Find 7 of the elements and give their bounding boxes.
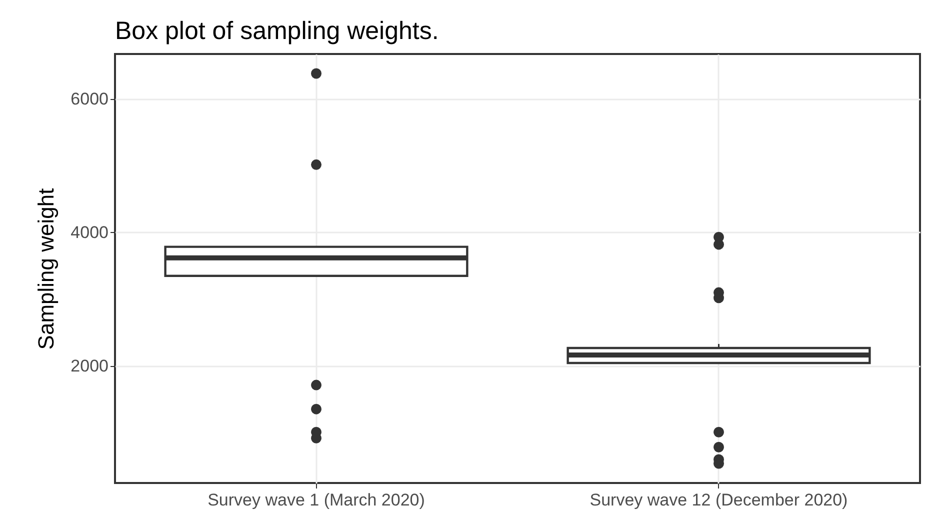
chart-title: Box plot of sampling weights. — [115, 17, 439, 45]
y-tick-label: 2000 — [70, 356, 108, 376]
y-tick-label: 6000 — [70, 89, 108, 108]
x-tick-label: Survey wave 12 (December 2020) — [590, 490, 848, 510]
y-axis-title: Sampling weight — [34, 188, 59, 350]
x-tick-label: Survey wave 1 (March 2020) — [208, 490, 425, 510]
y-tick-label: 4000 — [70, 222, 108, 242]
